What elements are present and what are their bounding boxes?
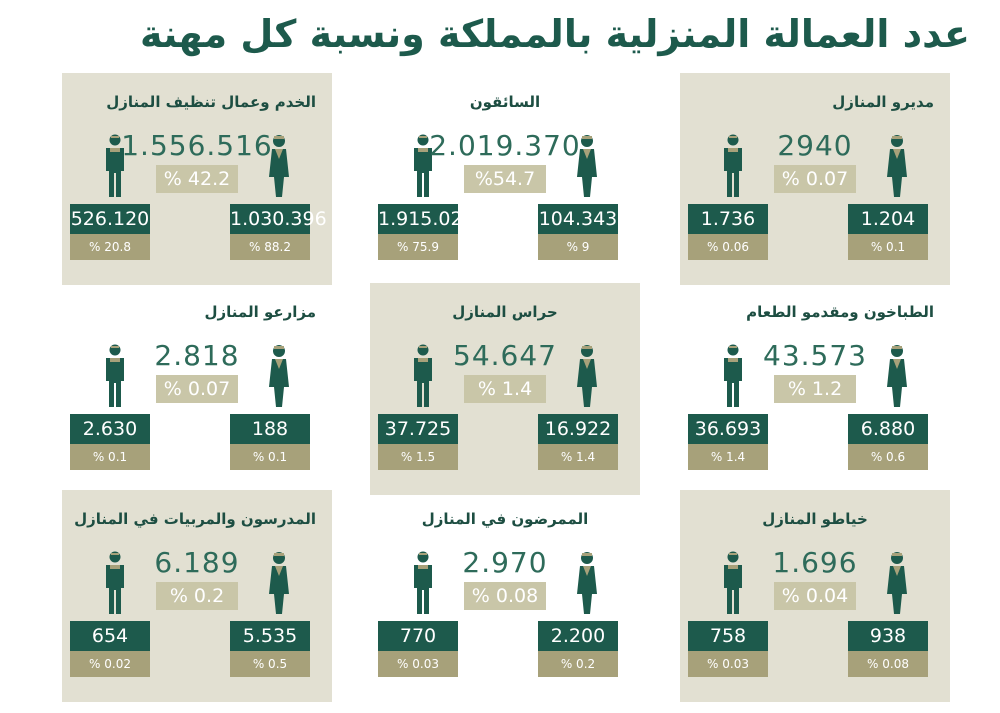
total-percentage: % 0.08 — [464, 582, 546, 610]
female-figure-icon — [574, 550, 600, 614]
male-count: 654 — [70, 621, 150, 651]
total-count: 43.573 — [763, 339, 867, 372]
card-title: المدرسون والمربيات في المنازل — [74, 510, 316, 528]
male-count: 2.630 — [70, 414, 150, 444]
male-percentage: % 1.5 — [378, 444, 458, 470]
total-percentage: % 1.4 — [464, 375, 546, 403]
total-percentage: % 0.07 — [774, 165, 856, 193]
total-percentage: % 0.07 — [156, 375, 238, 403]
card-servants: الخدم وعمال تنظيف المنازل 1.556.516 % 42… — [62, 73, 332, 285]
female-count: 938 — [848, 621, 928, 651]
female-percentage: % 0.1 — [230, 444, 310, 470]
total-percentage: % 0.2 — [156, 582, 238, 610]
card-title: مديرو المنازل — [832, 93, 934, 111]
male-count: 758 — [688, 621, 768, 651]
male-figure-icon — [720, 133, 746, 197]
female-figure-icon — [884, 550, 910, 614]
male-percentage: % 0.1 — [70, 444, 150, 470]
card-title: خياطو المنازل — [762, 510, 868, 528]
female-count: 1.030.396 — [230, 204, 327, 234]
total-count: 2940 — [777, 129, 853, 162]
male-count: 37.725 — [378, 414, 458, 444]
female-figure-icon — [266, 133, 292, 197]
male-count: 36.693 — [688, 414, 768, 444]
total-percentage: % 1.2 — [774, 375, 856, 403]
female-count: 188 — [230, 414, 310, 444]
male-percentage: % 0.03 — [688, 651, 768, 677]
card-title: الخدم وعمال تنظيف المنازل — [106, 93, 316, 111]
male-figure-icon — [720, 343, 746, 407]
male-count: 770 — [378, 621, 458, 651]
total-count: 2.818 — [154, 339, 240, 372]
female-percentage: % 0.5 — [230, 651, 310, 677]
card-title: حراس المنازل — [452, 303, 558, 321]
card-guards: حراس المنازل 54.647 % 1.4 37.725 % 1.5 1… — [370, 283, 640, 495]
female-percentage: % 0.08 — [848, 651, 928, 677]
female-percentage: % 1.4 — [538, 444, 618, 470]
male-count: 1.915.027 — [378, 204, 475, 234]
card-nurses: الممرضون في المنازل 2.970 % 0.08 770 % 0… — [370, 490, 640, 702]
card-cooks: الطباخون ومقدمو الطعام 43.573 % 1.2 36.6… — [680, 283, 950, 495]
female-figure-icon — [884, 133, 910, 197]
female-count: 104.343 — [538, 204, 618, 234]
female-figure-icon — [574, 343, 600, 407]
female-percentage: % 9 — [538, 234, 618, 260]
female-count: 5.535 — [230, 621, 310, 651]
female-percentage: % 0.1 — [848, 234, 928, 260]
male-percentage: % 20.8 — [70, 234, 150, 260]
male-figure-icon — [102, 550, 128, 614]
total-count: 2.970 — [462, 546, 548, 579]
female-percentage: % 88.2 — [230, 234, 310, 260]
card-farmers: مزارعو المنازل 2.818 % 0.07 2.630 % 0.1 … — [62, 283, 332, 495]
card-title: الطباخون ومقدمو الطعام — [746, 303, 934, 321]
male-percentage: % 0.03 — [378, 651, 458, 677]
total-count: 54.647 — [453, 339, 557, 372]
infographic-title: عدد العمالة المنزلية بالمملكة ونسبة كل م… — [139, 12, 970, 56]
card-title: الممرضون في المنازل — [421, 510, 589, 528]
female-figure-icon — [266, 343, 292, 407]
male-figure-icon — [102, 133, 128, 197]
male-percentage: % 0.02 — [70, 651, 150, 677]
female-percentage: % 0.6 — [848, 444, 928, 470]
female-count: 1.204 — [848, 204, 928, 234]
card-drivers: السائقون 2.019.370 %54.7 1.915.027 % 75.… — [370, 73, 640, 285]
male-count: 526.120 — [70, 204, 150, 234]
card-managers: مديرو المنازل 2940 % 0.07 1.736 % 0.06 1… — [680, 73, 950, 285]
card-title: مزارعو المنازل — [204, 303, 316, 321]
card-tailors: خياطو المنازل 1.696 % 0.04 758 % 0.03 93… — [680, 490, 950, 702]
male-percentage: % 1.4 — [688, 444, 768, 470]
male-figure-icon — [410, 343, 436, 407]
card-title: السائقون — [469, 93, 541, 111]
female-figure-icon — [884, 343, 910, 407]
male-figure-icon — [720, 550, 746, 614]
female-figure-icon — [574, 133, 600, 197]
total-count: 2.019.370 — [429, 129, 581, 162]
total-percentage: %54.7 — [464, 165, 546, 193]
total-percentage: % 0.04 — [774, 582, 856, 610]
male-figure-icon — [410, 550, 436, 614]
total-count: 6.189 — [154, 546, 240, 579]
card-teachers: المدرسون والمربيات في المنازل 6.189 % 0.… — [62, 490, 332, 702]
female-percentage: % 0.2 — [538, 651, 618, 677]
female-count: 16.922 — [538, 414, 618, 444]
male-percentage: % 0.06 — [688, 234, 768, 260]
total-count: 1.696 — [772, 546, 858, 579]
male-figure-icon — [102, 343, 128, 407]
total-count: 1.556.516 — [121, 129, 273, 162]
female-count: 6.880 — [848, 414, 928, 444]
female-count: 2.200 — [538, 621, 618, 651]
total-percentage: % 42.2 — [156, 165, 238, 193]
male-count: 1.736 — [688, 204, 768, 234]
male-figure-icon — [410, 133, 436, 197]
male-percentage: % 75.9 — [378, 234, 458, 260]
female-figure-icon — [266, 550, 292, 614]
